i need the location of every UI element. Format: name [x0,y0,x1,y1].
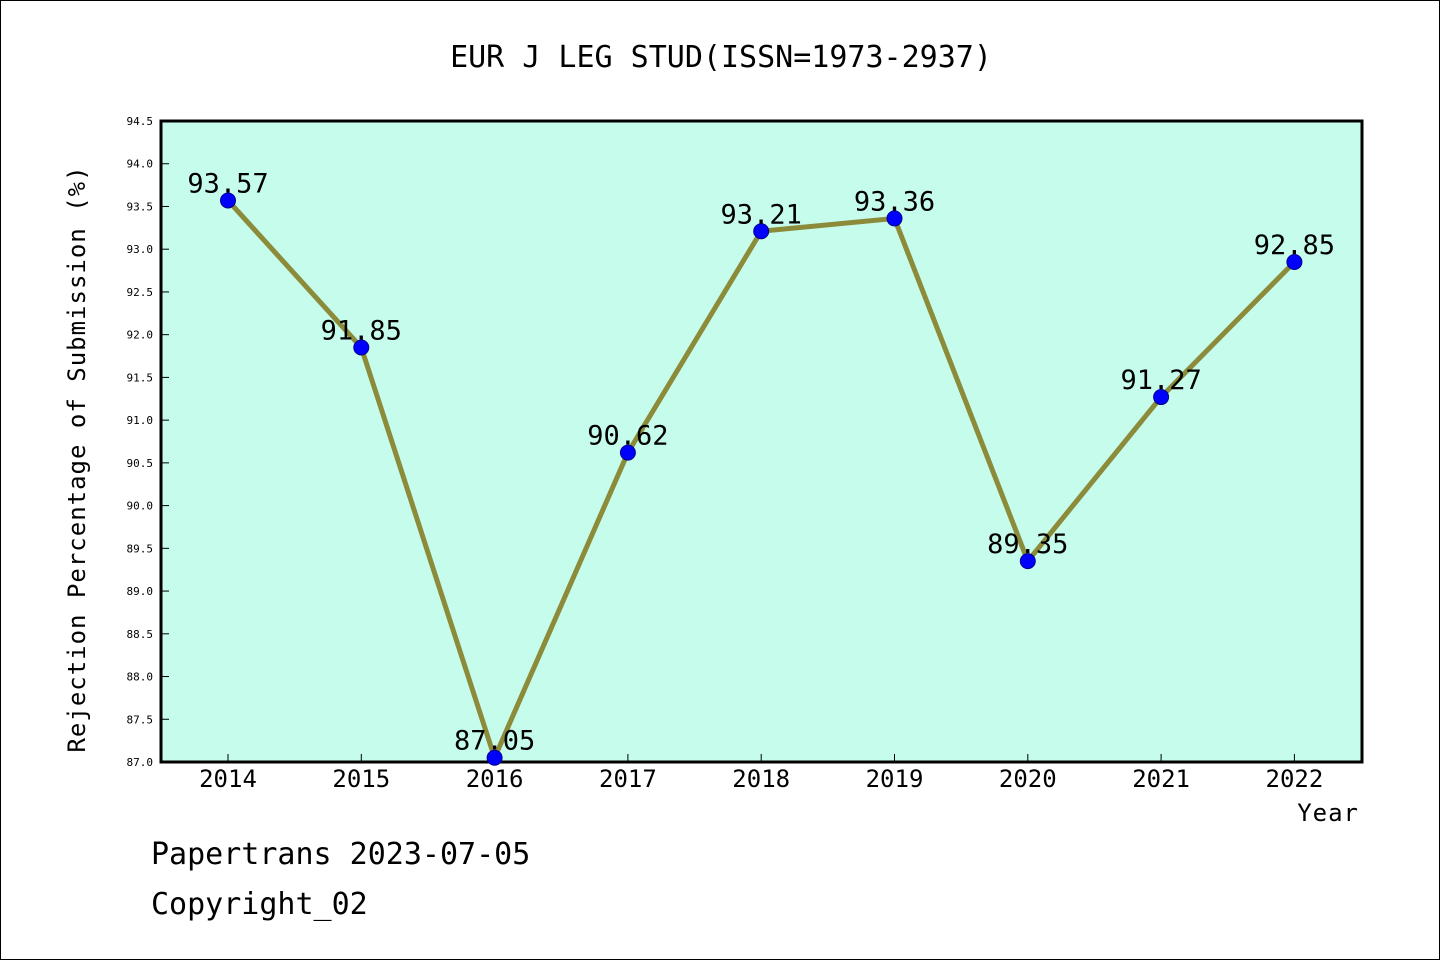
y-tick-label: 88.0 [127,671,154,684]
y-tick-label: 92.5 [127,286,154,299]
y-tick-label: 93.5 [127,200,154,213]
y-tick-label: 92.0 [127,329,154,342]
y-tick-label: 91.0 [127,414,154,427]
x-axis: 2014 2015 2016 2017 2018 2019 2020 2021 2022 [199,754,1323,793]
data-label: 89.35 [987,529,1068,560]
chart-title: EUR J LEG STUD(ISSN=1973-2937) [450,40,992,75]
x-tick-label: 2020 [999,765,1057,793]
data-label-layer: 93.57 91.85 87.05 90.62 93.21 93.36 89.35 91.27… [187,168,1335,756]
data-point-marker [753,223,770,240]
y-axis-label: Rejection Percentage of Submission (%) [63,165,91,752]
data-point-marker [220,192,236,209]
data-label: 93.36 [854,186,935,217]
y-axis: 87.0 87.5 88.0 88.5 89.0 89.5 90.0 90.5 91.0 91.5… [127,115,169,769]
x-tick-label: 2015 [332,765,390,793]
data-point-marker [1153,389,1170,406]
x-axis-label: Year [1297,799,1359,827]
x-tick-label: 2019 [866,765,924,793]
y-tick-label: 89.0 [127,585,154,598]
data-label: 91.85 [321,315,402,346]
x-tick-label: 2018 [732,765,790,793]
data-point-marker [1286,254,1303,271]
data-point-marker [353,339,370,356]
y-tick-label: 94.5 [127,115,154,128]
y-tick-label: 89.5 [127,542,154,555]
data-point-marker [1019,553,1036,570]
data-label: 91.27 [1120,365,1201,396]
y-tick-label: 88.5 [127,628,154,641]
x-tick-label: 2021 [1132,765,1190,793]
footer-date-line: Papertrans 2023-07-05 [151,837,531,872]
x-tick-label: 2016 [466,765,524,793]
y-tick-label: 93.0 [127,243,154,256]
data-point-marker [886,210,903,227]
data-label: 90.62 [587,421,668,452]
x-tick-label: 2017 [599,765,657,793]
x-tick-label: 2022 [1266,765,1324,793]
x-tick-label: 2014 [199,765,257,793]
y-tick-label: 87.5 [127,713,154,726]
y-tick-label: 90.0 [127,500,154,513]
footer-copyright-line: Copyright_02 [151,887,368,922]
y-tick-label: 90.5 [127,457,154,470]
data-point-marker [486,749,503,766]
y-tick-label: 91.5 [127,371,154,384]
data-label: 93.21 [721,199,802,230]
data-label: 87.05 [454,726,535,757]
y-tick-label: 87.0 [127,756,154,769]
series-layer [220,192,1303,766]
data-point-marker [619,444,636,461]
y-tick-label: 94.0 [127,158,154,171]
data-label: 93.57 [187,168,268,199]
data-label: 92.85 [1254,230,1335,261]
